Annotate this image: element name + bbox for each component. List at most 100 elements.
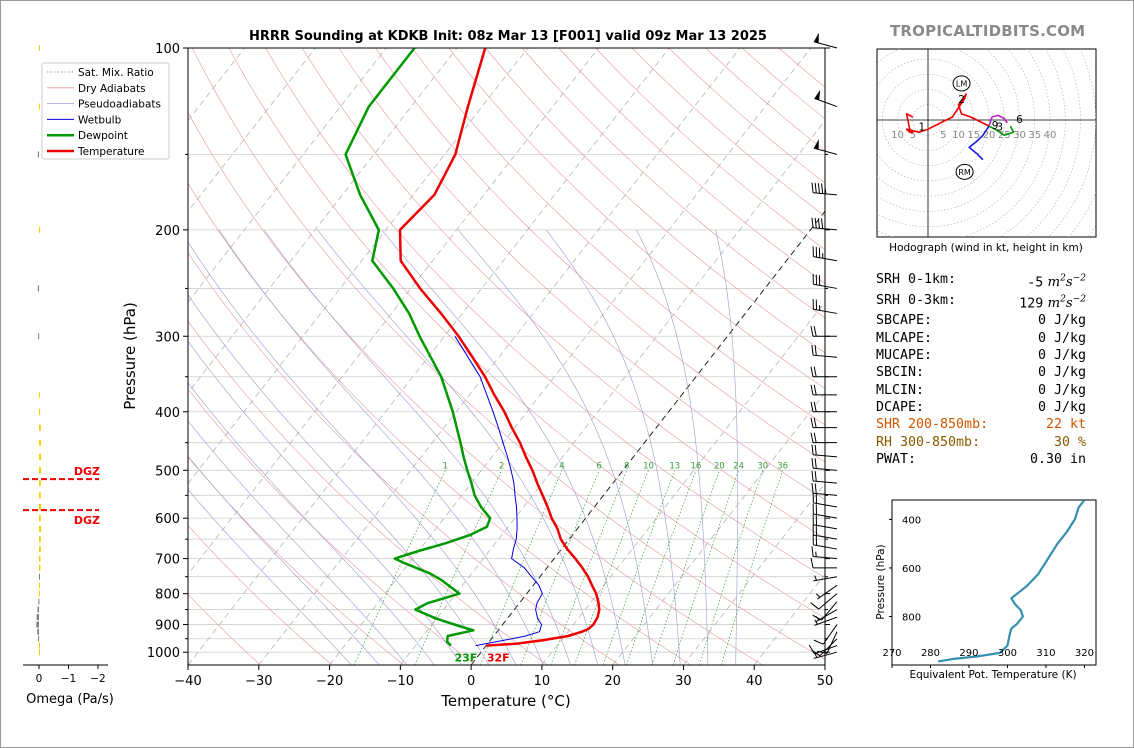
stat-value: 22 kt: [1046, 416, 1086, 433]
isotherm: [470, 210, 825, 665]
dry-adiabat: [485, 48, 825, 354]
hodograph-ring-label: 35: [1028, 130, 1041, 141]
barb-full: [813, 366, 817, 377]
isotherm: [188, 48, 387, 303]
mixing-ratio-line: [574, 470, 649, 665]
omega-bar: [39, 536, 41, 543]
barb-full: [811, 444, 814, 455]
barb-flag: [814, 89, 821, 101]
barb-staff: [813, 283, 838, 289]
mixing-ratio-line: [353, 470, 446, 665]
dgz-label: DGZ: [74, 465, 100, 478]
mixing-ratio-label: 8: [624, 461, 629, 471]
isotherm: [258, 48, 741, 665]
hodograph-ring-label: 10: [891, 130, 904, 141]
barb-staff: [813, 576, 838, 582]
stat-row: SBCIN: 0 J/kg: [876, 364, 1086, 381]
barb-staff: [813, 467, 838, 471]
stat-label: SBCIN:: [876, 365, 925, 381]
omega-bar: [37, 628, 39, 635]
wind-barb: [810, 326, 837, 337]
stat-number: 0 J/kg: [1037, 330, 1086, 346]
theta-e-x-tick-label: 290: [959, 648, 978, 659]
moist-adiabat: [715, 229, 738, 665]
omega-bar: [37, 285, 39, 292]
isotherm: [329, 48, 812, 665]
wind-barb: [814, 616, 838, 626]
mixing-ratio-label: 36: [777, 461, 788, 471]
stat-label: SRH 0-3km:: [876, 292, 957, 308]
legend: Sat. Mix. Ratio Dry Adiabats Pseudoadiabat…: [41, 62, 170, 160]
barb-staff: [813, 308, 838, 314]
legend-entry: Sat. Mix. Ratio: [78, 67, 154, 79]
hodograph-ring-label: 5: [910, 130, 916, 141]
y-tick-label: 200: [155, 224, 180, 239]
omega-bar: [39, 503, 42, 510]
stat-value: 0 J/kg: [1038, 312, 1086, 329]
wind-barb: [810, 384, 837, 396]
barb-half: [814, 652, 818, 658]
mixing-ratio-line: [414, 470, 502, 665]
moist-adiabat: [188, 241, 517, 665]
barb-full: [814, 483, 817, 494]
y-tick-label: 400: [155, 406, 180, 421]
stat-row: SRH 0-1km: -5 m2s−2: [876, 271, 1086, 292]
theta-e-x-tick-label: 310: [1036, 648, 1055, 659]
surface-dewpoint-label: 23F: [454, 652, 477, 665]
omega-bar: [39, 492, 41, 499]
theta-e-panel: 270 280 290 300 310 320 400 600 800: [882, 500, 1094, 668]
stat-value: 0 J/kg: [1038, 347, 1086, 364]
barb-staff: [813, 524, 838, 530]
barb-staff: [813, 192, 838, 196]
mixing-ratio-line: [602, 470, 676, 665]
hodograph-trace: [968, 125, 990, 161]
hodograph-height-label: 9: [992, 120, 999, 132]
omega-bar: [39, 649, 40, 656]
moist-adiabat: [218, 229, 544, 665]
stat-number: 0 J/kg: [1037, 348, 1086, 364]
barb-staff: [813, 454, 838, 458]
dry-adiabat: [411, 48, 825, 426]
moist-adiabat: [188, 382, 435, 665]
mixing-ratio-line: [721, 470, 784, 665]
wind-barb: [812, 274, 838, 289]
barb-full: [814, 444, 817, 456]
dry-adiabat: [521, 48, 825, 319]
wind-barb: [808, 644, 838, 655]
barb-full: [816, 650, 827, 654]
storm-motion-label: RM: [958, 168, 971, 177]
wind-barb: [812, 534, 838, 550]
omega-bar: [39, 467, 42, 474]
x-tick-label: −10: [387, 674, 414, 689]
theta-e-y-tick-label: 800: [902, 612, 921, 623]
dry-adiabat: [188, 524, 333, 665]
stat-label: RH 300-850mb:: [876, 434, 981, 450]
dry-adiabat: [191, 48, 825, 660]
dry-adiabat: [228, 48, 825, 619]
barb-full: [813, 417, 817, 428]
wind-barb: [812, 514, 838, 530]
skewt-profiles: [344, 48, 601, 647]
barb-flag: [813, 139, 819, 150]
barb-full: [811, 344, 814, 356]
omega-bar: [39, 582, 40, 589]
stat-row: RH 300-850mb: 30 %: [876, 434, 1086, 451]
hodograph-trace: [988, 114, 1008, 127]
dewpoint-profile: [344, 48, 492, 647]
omega-bar: [37, 606, 39, 613]
stat-label: MLCAPE:: [876, 330, 933, 346]
stat-value: 0 J/kg: [1038, 364, 1086, 381]
y-tick-label: 1000: [147, 646, 180, 661]
theta-e-profile: [938, 500, 1086, 663]
barb-full: [808, 644, 815, 655]
sounding-stats: SRH 0-1km: -5 m2s−2 SRH 0-3km: 129 m2s−2 SBC…: [876, 271, 1086, 468]
stat-unit: m2s−2: [1043, 294, 1086, 312]
x-axis-label: Temperature (°C): [440, 692, 570, 710]
hodograph-ring-label: 30: [1013, 130, 1026, 141]
barb-full: [817, 218, 820, 229]
stat-row: DCAPE: 0 J/kg: [876, 399, 1086, 416]
stat-row: PWAT: 0.30 in: [876, 451, 1086, 468]
dry-adiabat: [338, 48, 825, 501]
wind-barb: [810, 366, 837, 378]
barb-full: [810, 557, 814, 568]
